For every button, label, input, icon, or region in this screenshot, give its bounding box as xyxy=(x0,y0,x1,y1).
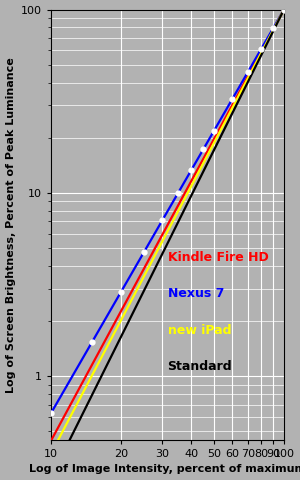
X-axis label: Log of Image Intensity, percent of maximum: Log of Image Intensity, percent of maxim… xyxy=(29,465,300,474)
Text: Nexus 7: Nexus 7 xyxy=(167,287,224,300)
Text: Kindle Fire HD: Kindle Fire HD xyxy=(167,251,268,264)
Text: Standard: Standard xyxy=(167,360,232,373)
Y-axis label: Log of Screen Brightness, Percent of Peak Luminance: Log of Screen Brightness, Percent of Pea… xyxy=(6,57,16,393)
Text: new iPad: new iPad xyxy=(167,324,231,336)
